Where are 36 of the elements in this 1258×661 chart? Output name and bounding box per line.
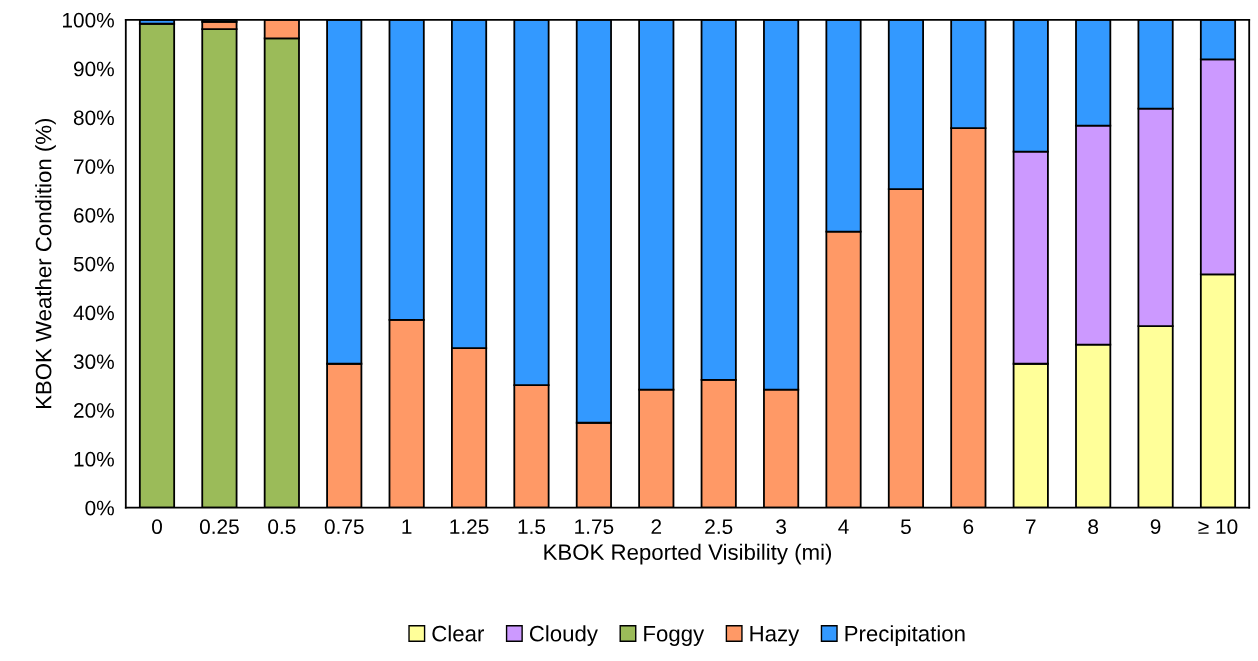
y-tick-label: 40% (73, 305, 114, 321)
legend-label: Cloudy (529, 625, 598, 646)
y-tick-label: 100% (63, 12, 114, 28)
x-tick-label: 4 (838, 519, 849, 534)
legend-label: Foggy (644, 626, 705, 646)
x-tick-label: 1 (402, 519, 412, 534)
x-tick-label: 3 (776, 519, 786, 535)
y-tick-label: 20% (74, 403, 114, 418)
x-axis-title: KBOK Reported Visibility (mi) (544, 543, 832, 565)
x-tick-label: 0.5 (268, 519, 296, 535)
y-axis-title: KBOK Weather Condition (%) (35, 118, 56, 409)
x-tick-label: 5 (900, 519, 911, 535)
x-tick-label: 6 (963, 519, 974, 535)
legend-label: Precipitation (845, 625, 965, 646)
x-tick-label: 0 (152, 519, 162, 535)
x-tick-label: 1.75 (575, 519, 614, 535)
y-tick-label: 90% (73, 61, 114, 77)
x-tick-label: 0.25 (199, 519, 239, 535)
y-tick-label: 50% (73, 256, 114, 272)
y-tick-label: 10% (74, 451, 114, 467)
y-tick-label: 70% (74, 159, 114, 174)
legend-label: Clear (432, 625, 484, 642)
x-tick-label: 9 (1150, 519, 1161, 535)
x-tick-label: 1.25 (450, 519, 489, 535)
legend-label: Hazy (750, 626, 800, 646)
x-tick-label: 7 (1026, 519, 1036, 534)
x-tick-label: 2 (651, 519, 662, 534)
x-tick-label: 0.75 (324, 519, 364, 535)
y-tick-label: 30% (73, 354, 114, 370)
x-tick-label: 2.5 (705, 519, 733, 535)
y-tick-label: 0% (85, 500, 114, 516)
x-tick-label: 1.5 (518, 519, 546, 535)
x-tick-label: ≥ 10 (1198, 519, 1238, 535)
y-tick-label: 60% (74, 207, 114, 223)
y-tick-label: 80% (73, 110, 114, 126)
x-tick-label: 8 (1088, 519, 1099, 535)
